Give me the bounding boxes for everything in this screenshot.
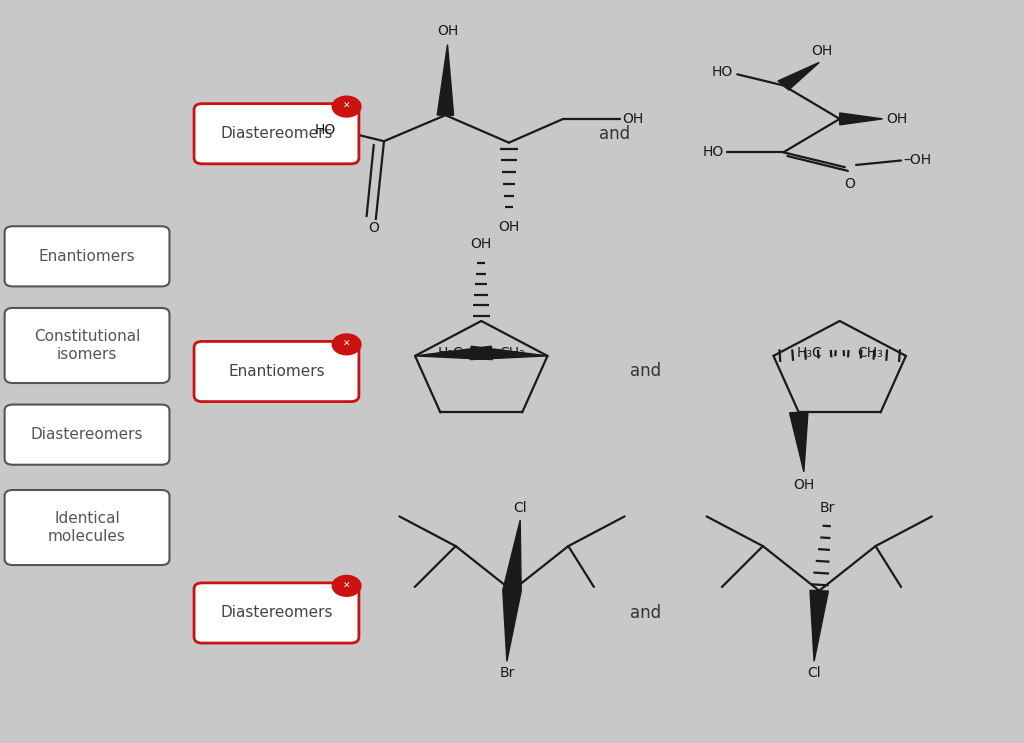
Polygon shape (503, 591, 521, 661)
Text: O: O (845, 178, 855, 191)
Text: ✕: ✕ (343, 102, 350, 111)
Text: OH: OH (471, 238, 492, 251)
Text: Cl: Cl (513, 502, 527, 515)
Text: CH₃: CH₃ (499, 346, 524, 360)
Text: Cl: Cl (807, 666, 821, 680)
Circle shape (332, 575, 361, 596)
Text: OH: OH (812, 45, 833, 58)
Text: CH₃: CH₃ (857, 346, 883, 360)
Text: Identical
molecules: Identical molecules (48, 511, 126, 544)
Polygon shape (437, 45, 454, 115)
FancyBboxPatch shape (195, 583, 358, 643)
Polygon shape (778, 62, 819, 90)
Text: –OH: –OH (903, 154, 931, 167)
Text: ✕: ✕ (343, 340, 350, 349)
Text: HO: HO (712, 65, 733, 79)
Text: H₃C: H₃C (438, 346, 464, 360)
Text: Diastereomers: Diastereomers (220, 126, 333, 141)
Polygon shape (840, 113, 883, 125)
FancyBboxPatch shape (195, 342, 358, 401)
FancyBboxPatch shape (5, 226, 169, 286)
Text: Br: Br (819, 502, 836, 515)
Text: O: O (369, 221, 379, 235)
Text: OH: OH (794, 478, 814, 492)
Text: and: and (630, 363, 660, 380)
Polygon shape (470, 346, 548, 360)
Polygon shape (415, 346, 493, 360)
Text: Constitutional
isomers: Constitutional isomers (34, 329, 140, 362)
Polygon shape (810, 591, 828, 661)
FancyBboxPatch shape (5, 404, 169, 465)
FancyBboxPatch shape (5, 308, 169, 383)
Circle shape (332, 334, 361, 355)
FancyBboxPatch shape (195, 103, 358, 164)
Polygon shape (790, 412, 808, 472)
Text: H₃C: H₃C (797, 346, 822, 360)
Polygon shape (503, 520, 521, 591)
Text: Diastereomers: Diastereomers (31, 427, 143, 442)
Text: ✕: ✕ (343, 581, 350, 591)
Text: and: and (599, 125, 630, 143)
Text: HO: HO (702, 146, 724, 159)
Text: OH: OH (623, 112, 644, 126)
Text: Enantiomers: Enantiomers (228, 364, 325, 379)
Text: OH: OH (886, 112, 907, 126)
Text: Enantiomers: Enantiomers (39, 249, 135, 264)
FancyBboxPatch shape (5, 490, 169, 565)
Text: HO: HO (314, 123, 336, 137)
Circle shape (332, 97, 361, 117)
Text: and: and (630, 604, 660, 622)
Text: OH: OH (499, 220, 519, 233)
Text: OH: OH (437, 25, 458, 38)
Text: Diastereomers: Diastereomers (220, 606, 333, 620)
Text: Br: Br (499, 666, 515, 680)
